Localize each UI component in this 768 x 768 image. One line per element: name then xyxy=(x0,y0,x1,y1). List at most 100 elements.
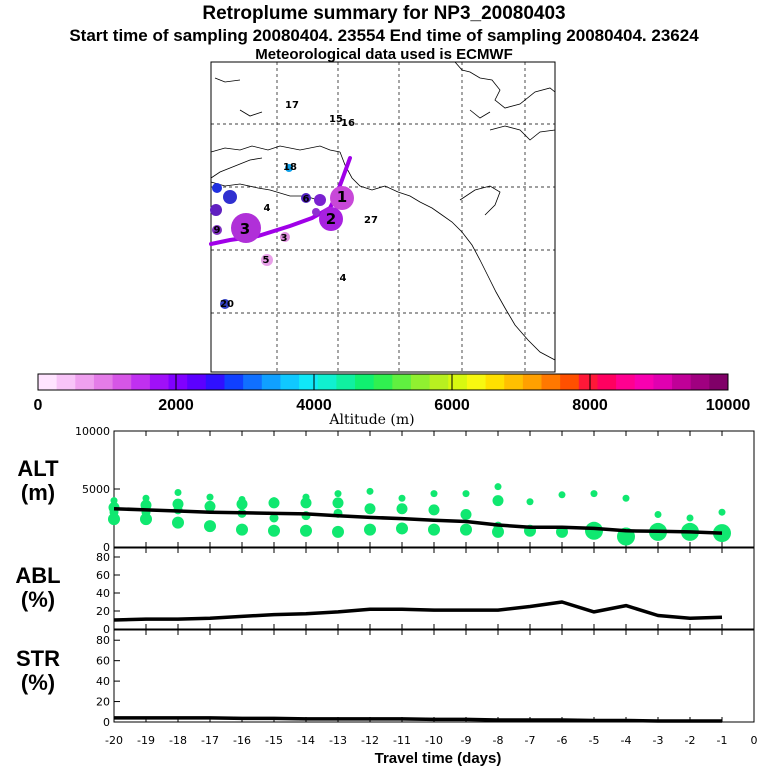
altitude-cluster-point xyxy=(430,490,438,498)
y-tick-label: 80 xyxy=(96,634,110,647)
x-tick-label: -1 xyxy=(717,734,728,747)
altitude-cluster-point xyxy=(526,498,534,506)
colorbar-swatch xyxy=(709,374,729,390)
panel-label-alt: ALT xyxy=(17,456,59,481)
plume-circle xyxy=(261,254,273,266)
time-series-panels: ALT(m)1000050000ABL(%)806040200STR(%)806… xyxy=(15,425,757,747)
colorbar-swatch xyxy=(56,374,76,390)
colorbar-swatch xyxy=(448,374,468,390)
plume-circle xyxy=(231,213,261,243)
colorbar-swatch xyxy=(280,374,300,390)
plume-circle xyxy=(280,232,290,242)
colorbar-swatch xyxy=(373,374,393,390)
series-line-alt xyxy=(113,506,723,535)
colorbar-tick-label: 8000 xyxy=(572,397,608,414)
altitude-cluster-point xyxy=(462,490,470,498)
altitude-cluster-point xyxy=(492,525,504,538)
colorbar-swatch xyxy=(131,374,151,390)
panel-label-abl: ABL xyxy=(15,563,60,588)
altitude-cluster-point xyxy=(558,491,566,499)
colorbar-swatch xyxy=(392,374,412,390)
colorbar-swatch xyxy=(616,374,636,390)
altitude-cluster-point xyxy=(654,511,662,519)
colorbar-swatch xyxy=(75,374,95,390)
series-line-abl xyxy=(113,600,723,622)
altitude-cluster-point xyxy=(268,497,280,509)
colorbar-tick-label: 4000 xyxy=(296,397,332,414)
plume-circle xyxy=(319,207,343,231)
altitude-cluster-point xyxy=(718,508,726,516)
colorbar-swatch xyxy=(205,374,225,390)
plume-circle xyxy=(220,299,230,309)
x-tick-label: -15 xyxy=(265,734,283,747)
x-tick-label: -4 xyxy=(621,734,632,747)
altitude-cluster-point xyxy=(140,499,152,511)
colorbar-swatch xyxy=(541,374,561,390)
colorbar-swatch xyxy=(93,374,114,390)
x-tick-label: -8 xyxy=(493,734,504,747)
plume-circle xyxy=(312,208,320,216)
altitude-cluster-point xyxy=(492,495,504,507)
x-tick-label: -17 xyxy=(201,734,219,747)
altitude-cluster-point xyxy=(268,524,280,537)
colorbar-swatch xyxy=(317,374,337,390)
colorbar-swatch xyxy=(466,374,487,390)
x-axis-title: Travel time (days) xyxy=(375,750,502,767)
colorbar-swatch xyxy=(224,374,244,390)
colorbar-swatch xyxy=(504,374,524,390)
y-tick-label: 20 xyxy=(96,605,110,618)
map-point-label: 1 xyxy=(337,188,347,206)
altitude-cluster-point xyxy=(366,487,374,495)
map-frame xyxy=(210,61,556,373)
x-tick-label: -6 xyxy=(557,734,568,747)
map-point-label: 2 xyxy=(326,210,336,228)
panel-label-str: STR xyxy=(16,646,60,671)
x-tick-label: 0 xyxy=(751,734,758,747)
map-point-label: 4 xyxy=(340,273,347,284)
colorbar-swatch xyxy=(187,374,207,390)
map-point-label: 27 xyxy=(364,215,378,226)
altitude-cluster-point xyxy=(269,513,279,523)
altitude-cluster-point xyxy=(590,490,598,498)
map-point-label: 18 xyxy=(283,162,297,173)
map-point-label: 15 xyxy=(329,114,343,125)
altitude-cluster-point xyxy=(172,516,184,529)
map-point-label: 5 xyxy=(263,255,270,266)
plume-circles xyxy=(210,164,354,309)
y-tick-label: 40 xyxy=(96,587,110,600)
x-tick-label: -9 xyxy=(461,734,472,747)
colorbar-swatch xyxy=(243,374,263,390)
altitude-cluster-point xyxy=(460,523,472,536)
altitude-cluster-point xyxy=(396,503,408,515)
altitude-cluster-point xyxy=(332,497,344,509)
y-tick-label: 60 xyxy=(96,569,110,582)
colorbar-tick-label: 0 xyxy=(34,397,43,414)
x-tick-label: -7 xyxy=(525,734,536,747)
colorbar-swatch xyxy=(336,374,356,390)
altitude-cluster-point xyxy=(332,525,344,538)
x-tick-label: -18 xyxy=(169,734,187,747)
colorbar-swatch xyxy=(38,374,58,390)
panel-frame-str xyxy=(113,629,755,723)
altitude-cluster-point xyxy=(364,523,376,536)
y-tick-label: 40 xyxy=(96,675,110,688)
colorbar-swatch xyxy=(299,374,319,390)
altitude-cluster-point xyxy=(236,498,248,510)
plume-circle xyxy=(301,193,311,203)
x-tick-label: -12 xyxy=(361,734,379,747)
altitude-cluster-point xyxy=(428,523,440,536)
colorbar-swatch xyxy=(672,374,692,390)
y-tick-label: 80 xyxy=(96,551,110,564)
plume-circle xyxy=(212,183,222,193)
altitude-cluster-point xyxy=(204,500,216,512)
altitude-cluster-point xyxy=(494,483,502,491)
map-point-label: 4 xyxy=(264,203,271,214)
x-tick-label: -10 xyxy=(425,734,443,747)
chart-title: Retroplume summary for NP3_20080403 xyxy=(202,3,566,24)
plume-circle xyxy=(212,225,222,235)
altitude-cluster-point xyxy=(398,494,406,502)
colorbar-swatch xyxy=(560,374,580,390)
map-point-label: 17 xyxy=(285,100,299,111)
map-point-label: 9 xyxy=(214,225,221,236)
